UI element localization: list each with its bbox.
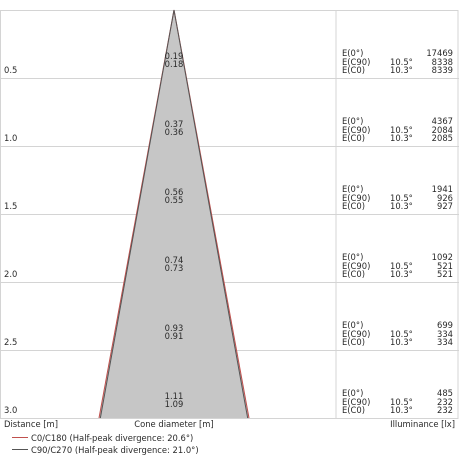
illuminance-row-label: E(C90)	[342, 261, 370, 271]
illuminance-row-label: E(C0)	[342, 65, 365, 75]
illuminance-row-label: E(0°)	[342, 320, 363, 330]
illuminance-e0-value: 699	[437, 320, 453, 330]
illuminance-row-label: E(0°)	[342, 116, 363, 126]
distance-label: 2.5	[4, 337, 17, 347]
cone-fill	[99, 10, 249, 418]
illuminance-e0-value: 1092	[432, 252, 453, 262]
illuminance-ec0-value: 927	[437, 201, 453, 211]
illuminance-e0-value: 17469	[426, 48, 453, 58]
legend-swatch-c90	[12, 449, 28, 450]
illuminance-ec0-value: 8339	[432, 65, 453, 75]
chart-labels: 0.5 0.190.18 E(0°) 17469 E(C90) 10.5° 8338 E(C0…	[4, 48, 455, 429]
illuminance-row-label: E(C90)	[342, 125, 370, 135]
diameter-c0-label: 1.11	[165, 391, 184, 401]
angle-c90-label: 10.5°	[390, 261, 413, 271]
illuminance-row-label: E(0°)	[342, 184, 363, 194]
angle-c0-label: 10.3°	[390, 133, 413, 143]
legend-label-c90: C90/C270 (Half-peak divergence: 21.0°)	[31, 445, 199, 455]
diameter-c90-label: 0.55	[165, 195, 184, 205]
illuminance-row-label: E(C0)	[342, 133, 365, 143]
distance-label: 1.0	[4, 133, 17, 143]
legend-label-c0: C0/C180 (Half-peak divergence: 20.6°)	[31, 433, 194, 443]
cone-diagram: 0.5 0.190.18 E(0°) 17469 E(C90) 10.5° 8338 E(C0…	[0, 9, 459, 429]
diameter-c0-label: 0.74	[165, 255, 184, 265]
illuminance-e0-value: 4367	[432, 116, 453, 126]
illuminance-row-label: E(C90)	[342, 193, 370, 203]
diameter-c0-label: 0.56	[165, 187, 184, 197]
illuminance-row-label: E(C0)	[342, 405, 365, 415]
light-cone	[98, 9, 250, 419]
diameter-c0-label: 0.37	[165, 119, 184, 129]
illuminance-row-label: E(0°)	[342, 388, 363, 398]
illuminance-row-label: E(C90)	[342, 57, 370, 67]
angle-c0-label: 10.3°	[390, 201, 413, 211]
illuminance-ec90-value: 926	[437, 193, 453, 203]
illuminance-ec0-value: 232	[437, 405, 453, 415]
illuminance-ec0-value: 2085	[432, 133, 453, 143]
diameter-c90-label: 0.36	[165, 127, 184, 137]
diameter-c90-label: 1.09	[165, 399, 184, 409]
illuminance-row-label: E(C90)	[342, 329, 370, 339]
cone-edge-c90-left	[99, 9, 175, 419]
illuminance-ec90-value: 334	[437, 329, 453, 339]
angle-c90-label: 10.5°	[390, 125, 413, 135]
angle-c90-label: 10.5°	[390, 57, 413, 67]
legend-item-c90: C90/C270 (Half-peak divergence: 21.0°)	[12, 444, 199, 456]
diameter-c90-label: 0.91	[165, 331, 184, 341]
distance-label: 2.0	[4, 269, 17, 279]
illuminance-ec90-value: 8338	[432, 57, 453, 67]
illuminance-row-label: E(0°)	[342, 48, 363, 58]
angle-c0-label: 10.3°	[390, 65, 413, 75]
illuminance-ec90-value: 521	[437, 261, 453, 271]
angle-c90-label: 10.5°	[390, 193, 413, 203]
illuminance-ec90-value: 232	[437, 397, 453, 407]
cone-edge-c90-right	[173, 9, 249, 419]
illuminance-e0-value: 485	[437, 388, 453, 398]
distance-label: 1.5	[4, 201, 17, 211]
diameter-c90-label: 0.73	[165, 263, 184, 273]
illuminance-e0-value: 1941	[432, 184, 453, 194]
cone-diameter-label: Cone diameter [m]	[134, 419, 213, 429]
illuminance-row-label: E(C0)	[342, 201, 365, 211]
illuminance-row-label: E(C90)	[342, 397, 370, 407]
angle-c0-label: 10.3°	[390, 337, 413, 347]
angle-c90-label: 10.5°	[390, 397, 413, 407]
legend-item-c0: C0/C180 (Half-peak divergence: 20.6°)	[12, 432, 193, 444]
illuminance-ec0-value: 521	[437, 269, 453, 279]
legend-swatch-c0	[12, 437, 28, 438]
grid-lines	[0, 10, 459, 419]
diameter-c0-label: 0.93	[165, 323, 184, 333]
distance-label: 0.5	[4, 65, 17, 75]
diameter-c90-label: 0.18	[165, 59, 184, 69]
illuminance-ec0-value: 334	[437, 337, 453, 347]
illuminance-ec90-value: 2084	[432, 125, 453, 135]
x-axis-label: Distance [m]	[4, 419, 58, 429]
illuminance-row-label: E(C0)	[342, 337, 365, 347]
illuminance-row-label: E(C0)	[342, 269, 365, 279]
illuminance-axis-label: Illuminance [lx]	[390, 419, 455, 429]
illuminance-row-label: E(0°)	[342, 252, 363, 262]
angle-c90-label: 10.5°	[390, 329, 413, 339]
legend: C0/C180 (Half-peak divergence: 20.6°) C9…	[0, 432, 459, 457]
angle-c0-label: 10.3°	[390, 405, 413, 415]
distance-label: 3.0	[4, 405, 17, 415]
angle-c0-label: 10.3°	[390, 269, 413, 279]
diameter-c0-label: 0.19	[165, 51, 184, 61]
